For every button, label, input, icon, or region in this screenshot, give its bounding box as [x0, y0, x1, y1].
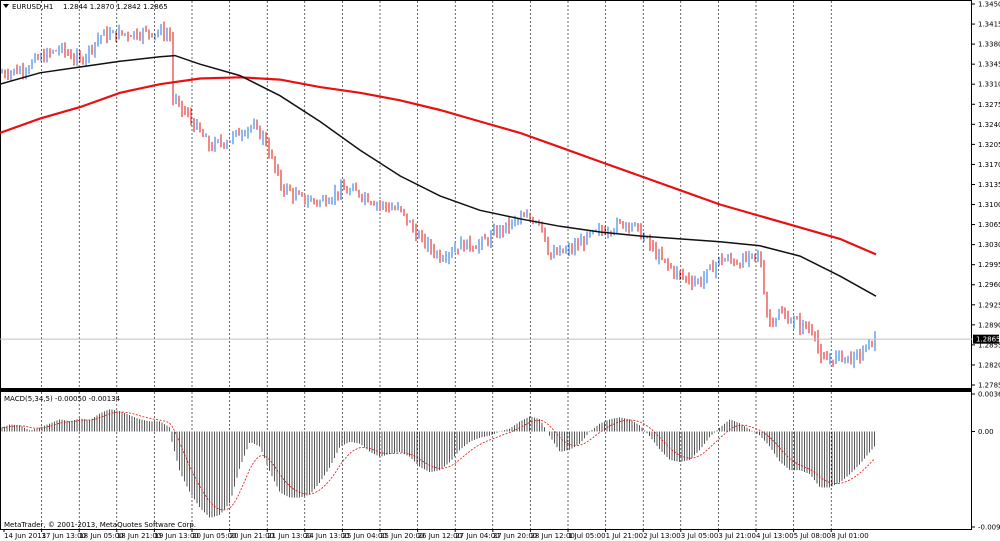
y-tick-label: 1.3065: [978, 221, 1000, 229]
x-tick-label: 14 Jun 2013: [4, 532, 46, 540]
y-tick-label: 0.00369: [978, 391, 1000, 399]
moving-average-line: [0, 54, 877, 297]
y-tick-label: 1.3415: [978, 21, 1000, 29]
macd-histogram: [1, 409, 875, 518]
copyright-text: MetaTrader, © 2001-2013, MetaQuotes Soft…: [4, 521, 196, 529]
x-tick-label: 24 Jun 13:00: [305, 532, 349, 540]
y-tick-label: 1.3450: [978, 1, 1000, 9]
x-tick-label: 26 Jun 12:00: [418, 532, 462, 540]
y-tick-label: 1.3030: [978, 241, 1000, 249]
y-tick-label: 1.2995: [978, 261, 1000, 269]
x-tick-label: 1 Jul 21:00: [606, 532, 644, 540]
y-tick-label: 1.3100: [978, 201, 1000, 209]
y-tick-label: 1.3310: [978, 81, 1000, 89]
x-tick-label: 20 Jun 05:00: [192, 532, 236, 540]
x-tick-label: 8 Jul 01:00: [831, 532, 869, 540]
moving-average-line: [0, 76, 877, 256]
x-tick-label: 18 Jun 05:00: [79, 532, 123, 540]
x-tick-label: 4 Jul 13:00: [756, 532, 794, 540]
y-tick-label: 1.3135: [978, 181, 1000, 189]
price-axis: 1.3450 1.3415 1.3380 1.3345 1.3310 1.3275 1.32…: [972, 1, 1000, 532]
y-tick-label: -0.00939: [978, 524, 1000, 532]
x-tick-label: 28 Jun 12:00: [530, 532, 574, 540]
y-tick-label: 1.3380: [978, 41, 1000, 49]
x-tick-label: 21 Jun 13:00: [267, 532, 311, 540]
x-tick-label: 25 Jun 20:00: [380, 532, 424, 540]
x-tick-label: 20 Jun 21:00: [230, 532, 274, 540]
y-tick-label: 1.3205: [978, 141, 1000, 149]
y-tick-label: 1.3240: [978, 121, 1000, 129]
x-tick-label: 2 Jul 13:00: [643, 532, 681, 540]
y-tick-label: 1.2890: [978, 321, 1000, 329]
moving-averages: [0, 54, 877, 297]
x-tick-label: 5 Jul 08:00: [794, 532, 832, 540]
macd-label: MACD(5,34,5) -0.00050 -0.00134: [4, 395, 121, 403]
y-tick-label: 1.3275: [978, 101, 1000, 109]
current-price-text: 1.2865: [976, 336, 1000, 344]
x-tick-label: 17 Jun 13:00: [42, 532, 86, 540]
ohlc-label: 1.2844 1.2870 1.2842 1.2865: [63, 3, 168, 11]
x-tick-label: 3 Jul 05:00: [681, 532, 719, 540]
y-tick-label: 1.3345: [978, 61, 1000, 69]
y-tick-label: 1.2785: [978, 382, 1000, 390]
y-tick-label: 0.00: [978, 428, 994, 436]
y-tick-label: 1.2960: [978, 281, 1000, 289]
dropdown-arrow-icon[interactable]: [3, 4, 9, 8]
x-tick-label: 1 Jul 05:00: [568, 532, 606, 540]
y-tick-label: 1.3170: [978, 161, 1000, 169]
macd-signal-line: [1, 411, 875, 511]
price-panel[interactable]: [0, 0, 972, 389]
candlesticks: [1, 21, 876, 369]
y-tick-label: 1.2925: [978, 301, 1000, 309]
x-tick-label: 27 Jun 20:00: [493, 532, 537, 540]
symbol-label: EURUSD,H1: [12, 3, 53, 11]
y-tick-label: 1.2820: [978, 361, 1000, 369]
x-tick-label: 3 Jul 21:00: [718, 532, 756, 540]
x-tick-label: 27 Jun 04:00: [455, 532, 499, 540]
x-tick-label: 18 Jun 21:00: [117, 532, 161, 540]
macd-panel[interactable]: [0, 391, 972, 530]
y-tick-label: 1.2855: [978, 341, 1000, 349]
x-tick-label: 19 Jun 13:00: [154, 532, 198, 540]
current-price-box: [973, 334, 999, 344]
x-tick-label: 25 Jun 04:00: [342, 532, 386, 540]
